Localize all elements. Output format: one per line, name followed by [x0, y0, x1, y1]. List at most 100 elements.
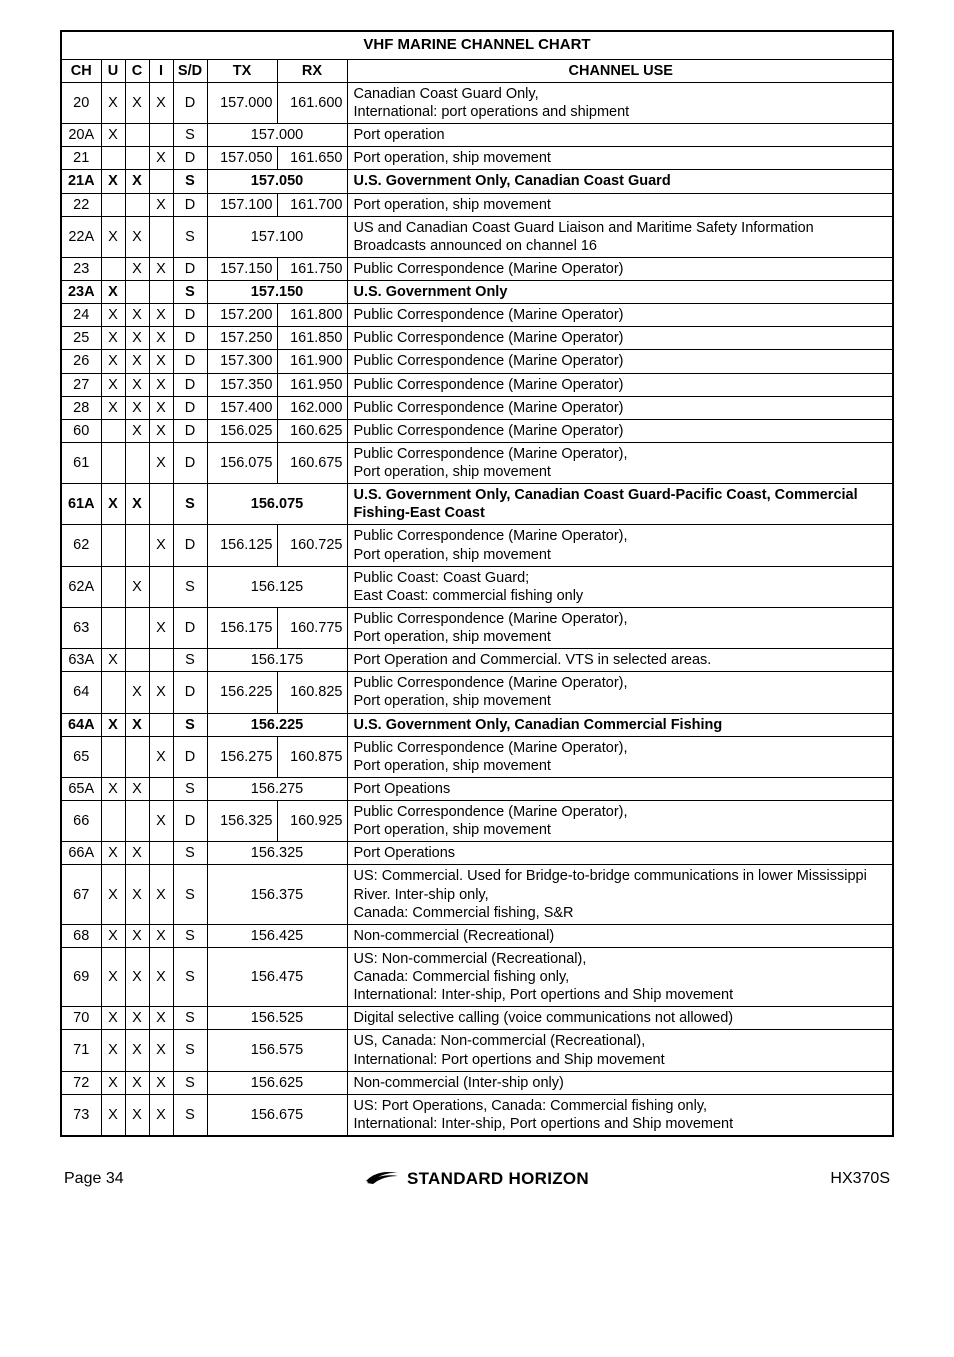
table-cell: D — [173, 672, 207, 713]
table-cell: 160.925 — [277, 801, 347, 842]
table-cell: 156.175 — [207, 607, 277, 648]
table-cell: 161.650 — [277, 147, 347, 170]
table-cell: X — [101, 304, 125, 327]
table-cell: S — [173, 216, 207, 257]
table-row: 26XXXD157.300161.900Public Correspondenc… — [61, 350, 893, 373]
table-cell: X — [101, 649, 125, 672]
table-cell: 157.100 — [207, 193, 277, 216]
table-cell: 61 — [61, 442, 101, 483]
table-cell: X — [125, 777, 149, 800]
table-cell: Public Correspondence (Marine Operator),… — [347, 525, 893, 566]
footer-page-number: Page 34 — [64, 1170, 124, 1188]
table-cell: 72 — [61, 1071, 101, 1094]
table-cell: Public Correspondence (Marine Operator),… — [347, 672, 893, 713]
table-cell: X — [125, 947, 149, 1006]
table-row: 67XXXS156.375US: Commercial. Used for Br… — [61, 865, 893, 924]
table-cell — [125, 193, 149, 216]
table-cell: U.S. Government Only, Canadian Coast Gua… — [347, 484, 893, 525]
table-cell: D — [173, 82, 207, 123]
table-cell: 21A — [61, 170, 101, 193]
table-cell: 156.075 — [207, 484, 347, 525]
table-cell — [125, 607, 149, 648]
table-cell: 157.400 — [207, 396, 277, 419]
table-row: 68XXXS156.425Non-commercial (Recreationa… — [61, 924, 893, 947]
table-cell — [101, 525, 125, 566]
channel-chart-table: VHF MARINE CHANNEL CHART CH U C I S/D TX… — [60, 30, 894, 1137]
table-cell: US and Canadian Coast Guard Liaison and … — [347, 216, 893, 257]
table-cell — [101, 566, 125, 607]
table-body: 20XXXD157.000161.600Canadian Coast Guard… — [61, 82, 893, 1136]
table-cell: X — [125, 1030, 149, 1071]
table-cell: X — [149, 193, 173, 216]
table-cell: 69 — [61, 947, 101, 1006]
table-cell: S — [173, 947, 207, 1006]
page-container: VHF MARINE CHANNEL CHART CH U C I S/D TX… — [0, 0, 954, 1210]
table-cell: 156.325 — [207, 842, 347, 865]
table-cell: D — [173, 193, 207, 216]
table-cell: 24 — [61, 304, 101, 327]
table-cell: 157.150 — [207, 257, 277, 280]
table-cell: 68 — [61, 924, 101, 947]
table-cell: X — [149, 672, 173, 713]
table-cell: Port Operations — [347, 842, 893, 865]
table-cell: Digital selective calling (voice communi… — [347, 1007, 893, 1030]
table-cell: 160.775 — [277, 607, 347, 648]
header-use: CHANNEL USE — [347, 59, 893, 82]
table-cell: S — [173, 1007, 207, 1030]
table-cell: X — [125, 419, 149, 442]
table-cell: D — [173, 525, 207, 566]
table-row: 65AXXS156.275Port Opeations — [61, 777, 893, 800]
footer-brand-text: STANDARD HORIZON — [407, 1169, 589, 1189]
table-cell: D — [173, 442, 207, 483]
table-cell: 157.300 — [207, 350, 277, 373]
header-tx: TX — [207, 59, 277, 82]
table-cell: 66 — [61, 801, 101, 842]
table-cell: 65A — [61, 777, 101, 800]
table-cell: X — [125, 327, 149, 350]
table-row: 60XXD156.025160.625Public Correspondence… — [61, 419, 893, 442]
table-cell: X — [101, 713, 125, 736]
table-cell: X — [149, 525, 173, 566]
table-cell: 161.800 — [277, 304, 347, 327]
table-cell: X — [101, 396, 125, 419]
table-cell: X — [125, 484, 149, 525]
table-cell: X — [125, 82, 149, 123]
table-cell: 161.700 — [277, 193, 347, 216]
table-row: 23AXS157.150U.S. Government Only — [61, 281, 893, 304]
table-cell — [149, 170, 173, 193]
table-cell: D — [173, 396, 207, 419]
table-cell: S — [173, 124, 207, 147]
table-cell: D — [173, 736, 207, 777]
table-cell: 22 — [61, 193, 101, 216]
table-cell — [101, 419, 125, 442]
table-cell: X — [101, 947, 125, 1006]
table-cell: 27 — [61, 373, 101, 396]
table-cell: X — [125, 396, 149, 419]
table-cell — [101, 736, 125, 777]
table-cell: X — [149, 350, 173, 373]
table-cell: D — [173, 419, 207, 442]
table-row: 69XXXS156.475US: Non-commercial (Recreat… — [61, 947, 893, 1006]
table-cell: X — [125, 672, 149, 713]
table-cell: X — [149, 924, 173, 947]
table-cell: D — [173, 607, 207, 648]
table-cell: 157.100 — [207, 216, 347, 257]
header-c: C — [125, 59, 149, 82]
header-u: U — [101, 59, 125, 82]
table-cell: 157.000 — [207, 82, 277, 123]
table-cell: X — [149, 1030, 173, 1071]
table-cell: Public Correspondence (Marine Operator),… — [347, 801, 893, 842]
table-cell: 160.725 — [277, 525, 347, 566]
table-cell: X — [125, 713, 149, 736]
table-cell: X — [101, 281, 125, 304]
table-cell: 23 — [61, 257, 101, 280]
table-cell: 156.375 — [207, 865, 347, 924]
table-cell: X — [149, 1007, 173, 1030]
table-cell: 73 — [61, 1094, 101, 1136]
table-cell: 20A — [61, 124, 101, 147]
table-cell: X — [101, 170, 125, 193]
table-cell: Port Opeations — [347, 777, 893, 800]
table-cell: X — [149, 147, 173, 170]
table-cell: 23A — [61, 281, 101, 304]
table-cell: Public Correspondence (Marine Operator) — [347, 373, 893, 396]
